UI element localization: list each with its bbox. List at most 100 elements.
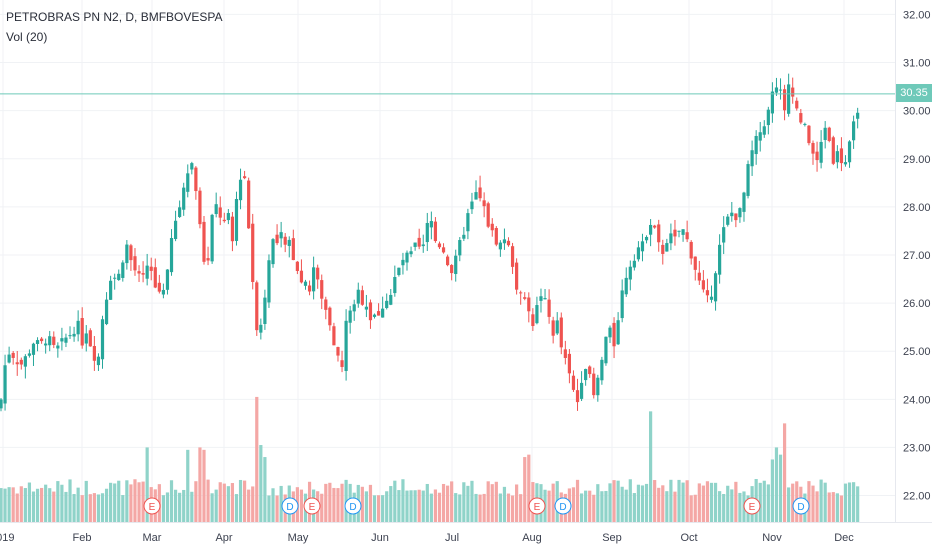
candle-body	[381, 308, 385, 318]
candle-body	[360, 290, 364, 305]
candle-body	[206, 258, 210, 261]
volume-bar	[129, 484, 133, 522]
candle-body	[718, 244, 722, 275]
candle-body	[68, 335, 72, 337]
candle-body	[742, 192, 746, 212]
candle-body	[348, 310, 352, 323]
candle-body	[506, 240, 511, 246]
volume-bar	[275, 495, 279, 522]
volume-bar	[202, 449, 206, 522]
volume-bar	[100, 493, 105, 522]
volume-bar	[141, 481, 145, 522]
candle-body	[413, 242, 417, 247]
symbol-title: PETROBRAS PN N2, D, BMFBOVESPA	[6, 10, 223, 24]
volume-bar	[173, 489, 178, 522]
candle-body	[750, 150, 754, 167]
event-label: E	[749, 502, 756, 513]
candle-body	[60, 338, 64, 342]
candle-body	[579, 382, 584, 399]
volume-bar	[815, 491, 819, 522]
candle-body	[600, 359, 604, 381]
volume-bar	[88, 494, 92, 522]
candle-body	[0, 399, 3, 409]
y-axis: 22.00 23.00 24.00 25.00 26.00 27.00 28.00 29.00…	[903, 9, 931, 502]
volume-bar	[320, 493, 324, 522]
time-axis-separator	[0, 522, 932, 523]
volume-bar	[397, 490, 401, 522]
volume-bar	[385, 491, 389, 522]
volume-bar	[596, 484, 600, 522]
candle-body	[454, 255, 458, 275]
volume-bar	[169, 480, 174, 522]
volume-bar	[510, 495, 515, 522]
y-tick-label: 30.00	[903, 106, 931, 118]
candle-body	[523, 297, 527, 299]
candle-body	[856, 112, 860, 119]
y-tick-label: 32.00	[903, 9, 931, 21]
candle-body	[389, 294, 393, 305]
candle-body	[831, 137, 835, 164]
candle-body	[352, 304, 356, 312]
candle-body	[559, 317, 563, 348]
candle-body	[35, 340, 40, 344]
candle-body	[72, 333, 76, 337]
volume-bar	[807, 481, 811, 522]
candle-body	[52, 336, 56, 345]
volume-bar	[478, 494, 482, 522]
volume-bar	[15, 493, 19, 522]
volume-bar	[125, 480, 129, 522]
dividend-event-icon: D	[554, 497, 572, 515]
candle-body	[169, 238, 174, 273]
candle-body	[709, 296, 714, 300]
candle-body	[3, 365, 7, 404]
candle-body	[450, 265, 454, 274]
candle-body	[649, 224, 653, 235]
candle-body	[620, 290, 624, 319]
volume-bar	[247, 489, 251, 522]
candle-body	[429, 221, 433, 228]
volume-bar	[421, 490, 425, 522]
volume-bar	[620, 486, 624, 522]
candle-body	[632, 260, 636, 268]
volume-bar	[835, 493, 839, 522]
volume-bar	[214, 489, 218, 522]
volume-bar	[612, 480, 616, 522]
candle-body	[799, 113, 803, 123]
volume-bar	[823, 482, 827, 522]
volume-bar	[401, 479, 405, 522]
candle-body	[141, 273, 145, 275]
event-label: D	[559, 502, 566, 513]
event-marker	[743, 497, 761, 515]
candle-body	[328, 307, 332, 326]
candle-body	[283, 236, 287, 245]
candle-body	[531, 314, 535, 327]
x-tick-label: Jun	[371, 532, 389, 544]
candle-body	[238, 179, 243, 201]
volume-bar	[84, 480, 88, 522]
volume-bar	[527, 454, 531, 522]
candle-body	[555, 320, 559, 334]
candle-body	[133, 256, 137, 271]
x-tick-label: Jul	[445, 532, 459, 544]
event-label: D	[286, 502, 293, 513]
candle-body	[113, 277, 117, 279]
volume-bar	[852, 482, 856, 522]
volume-bar	[243, 480, 247, 522]
candle-body	[31, 343, 36, 355]
candle-body	[738, 208, 742, 218]
candle-body	[368, 302, 373, 321]
event-label: D	[797, 502, 804, 513]
volume-bar	[210, 493, 214, 522]
volume-bar	[644, 483, 649, 522]
candle-body	[312, 267, 316, 292]
x-tick-label: Nov	[762, 532, 782, 544]
volume-bar	[324, 483, 328, 522]
volume-bar	[523, 457, 527, 522]
candle-body	[689, 241, 693, 259]
candle-body	[527, 297, 531, 312]
candle-body	[815, 151, 819, 161]
candle-body	[446, 256, 450, 266]
